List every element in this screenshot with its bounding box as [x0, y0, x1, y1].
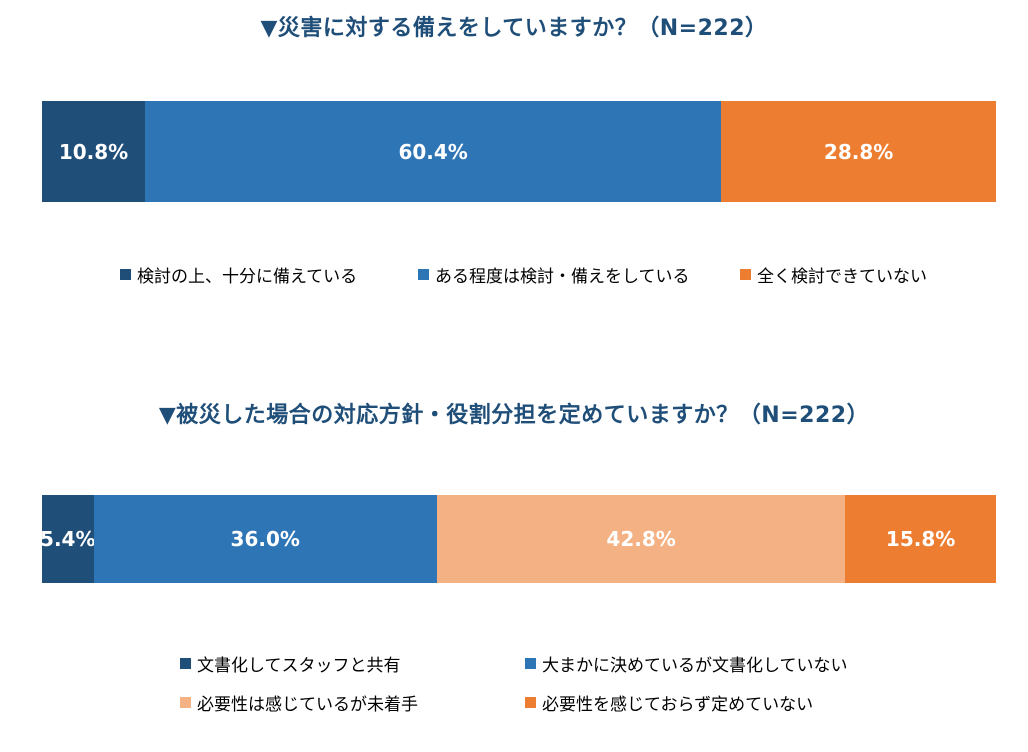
chart2-legend-item-2: 大まかに決めているが文書化していない — [525, 651, 848, 676]
legend-swatch — [525, 697, 536, 708]
chart2-segment-1: 5.4% — [40, 495, 96, 583]
legend-label: 検討の上、十分に備えている — [137, 267, 358, 287]
legend-swatch — [180, 697, 191, 708]
legend-swatch — [740, 269, 751, 280]
chart1-title: ▼災害に対する備えをしていますか？（N=222） — [260, 16, 768, 41]
chart2-data-label-4: 15.8% — [885, 527, 956, 551]
chart2-legend-item-1: 文書化してスタッフと共有 — [180, 651, 401, 676]
chart2-data-label-3: 42.8% — [606, 527, 676, 551]
chart2-segment-4: 15.8% — [845, 495, 996, 583]
legend-label: 必要性は感じているが未着手 — [197, 695, 418, 715]
legend-swatch — [180, 658, 191, 669]
chart2-data-label-2: 36.0% — [230, 527, 300, 551]
chart1-data-label-3: 28.8% — [823, 139, 894, 164]
legend-swatch — [418, 269, 429, 280]
chart2-data-label-1: 5.4% — [40, 527, 96, 551]
chart1-data-label-2: 60.4% — [398, 139, 468, 164]
legend-swatch — [120, 269, 131, 280]
chart2-legend-item-4: 必要性を感じておらず定めていない — [525, 690, 813, 715]
chart2-legend-item-3: 必要性は感じているが未着手 — [180, 690, 418, 715]
chart1-legend-item-2: ある程度は検討・備えをしている — [418, 262, 690, 287]
legend-label: 必要性を感じておらず定めていない — [542, 695, 814, 715]
chart1-segment-2: 60.4% — [145, 101, 722, 202]
chart1-segment-1: 10.8% — [42, 101, 146, 202]
chart2-stacked-bar: 5.4% 36.0% 42.8% 15.8% — [40, 495, 996, 583]
chart2-segment-2: 36.0% — [93, 495, 437, 583]
chart1-data-label-1: 10.8% — [58, 139, 129, 164]
chart1-stacked-bar: 10.8% 60.4% 28.8% — [42, 101, 996, 202]
legend-label: 大まかに決めているが文書化していない — [542, 656, 848, 676]
chart1-legend-item-3: 全く検討できていない — [740, 262, 927, 287]
legend-label: ある程度は検討・備えをしている — [435, 267, 690, 287]
chart2-title: ▼被災した場合の対応方針・役割分担を定めていますか？（N=222） — [158, 403, 870, 428]
chart2-segment-3: 42.8% — [436, 495, 846, 583]
legend-label: 全く検討できていない — [757, 267, 927, 287]
chart1-legend-item-1: 検討の上、十分に備えている — [120, 262, 357, 287]
legend-label: 文書化してスタッフと共有 — [197, 656, 401, 676]
legend-swatch — [525, 658, 536, 669]
chart1-segment-3: 28.8% — [721, 101, 996, 202]
